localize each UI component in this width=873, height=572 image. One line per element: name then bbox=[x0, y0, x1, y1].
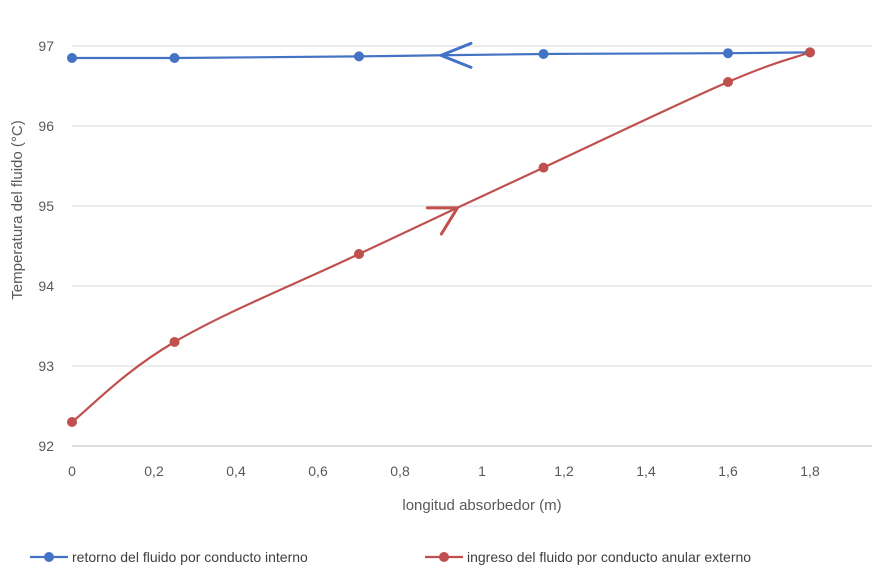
legend-label: retorno del fluido por conducto interno bbox=[72, 549, 308, 565]
data-point bbox=[169, 337, 180, 347]
x-tick-label: 0 bbox=[68, 463, 76, 479]
data-point bbox=[723, 48, 733, 59]
y-tick-label: 94 bbox=[38, 278, 54, 294]
series-1 bbox=[67, 41, 815, 69]
x-tick-label: 1 bbox=[478, 463, 486, 479]
y-axis-title: Temperatura del fluido (°C) bbox=[9, 120, 26, 299]
x-axis-ticks: 0 0,2 0,4 0,6 0,8 1 1,2 1,4 1,6 1,8 bbox=[68, 463, 820, 479]
legend: retorno del fluido por conducto interno i… bbox=[30, 549, 751, 565]
legend-item: retorno del fluido por conducto interno bbox=[30, 549, 308, 565]
data-point bbox=[723, 77, 733, 87]
data-point bbox=[67, 53, 77, 63]
x-tick-label: 0,6 bbox=[308, 463, 328, 479]
x-tick-label: 1,4 bbox=[636, 463, 656, 479]
y-axis-ticks: 92 93 94 95 96 97 bbox=[38, 38, 54, 454]
y-tick-label: 93 bbox=[38, 358, 54, 374]
legend-marker bbox=[439, 552, 449, 562]
data-point bbox=[354, 51, 364, 62]
legend-marker bbox=[44, 552, 54, 562]
y-tick-label: 97 bbox=[38, 38, 54, 54]
x-tick-label: 1,6 bbox=[718, 463, 738, 479]
x-tick-label: 1,8 bbox=[800, 463, 820, 479]
x-tick-label: 0,4 bbox=[226, 463, 246, 479]
data-point bbox=[538, 49, 549, 59]
y-tick-label: 92 bbox=[38, 438, 54, 454]
series-2 bbox=[67, 47, 815, 427]
direction-arrow bbox=[425, 206, 459, 236]
x-tick-label: 1,2 bbox=[554, 463, 574, 479]
gridlines bbox=[72, 45, 872, 367]
data-point bbox=[805, 47, 815, 58]
data-point bbox=[67, 417, 77, 427]
x-tick-label: 0,8 bbox=[390, 463, 410, 479]
data-point bbox=[354, 249, 364, 259]
data-point bbox=[538, 162, 549, 173]
direction-arrow bbox=[439, 41, 473, 69]
data-point bbox=[169, 53, 180, 63]
legend-item: ingreso del fluido por conducto anular e… bbox=[425, 549, 751, 565]
series-line bbox=[71, 51, 811, 423]
series-layer bbox=[67, 41, 815, 427]
legend-label: ingreso del fluido por conducto anular e… bbox=[467, 549, 751, 565]
x-axis-title: longitud absorbedor (m) bbox=[402, 497, 561, 514]
y-tick-label: 95 bbox=[38, 198, 54, 214]
x-tick-label: 0,2 bbox=[144, 463, 164, 479]
y-tick-label: 96 bbox=[38, 118, 54, 134]
